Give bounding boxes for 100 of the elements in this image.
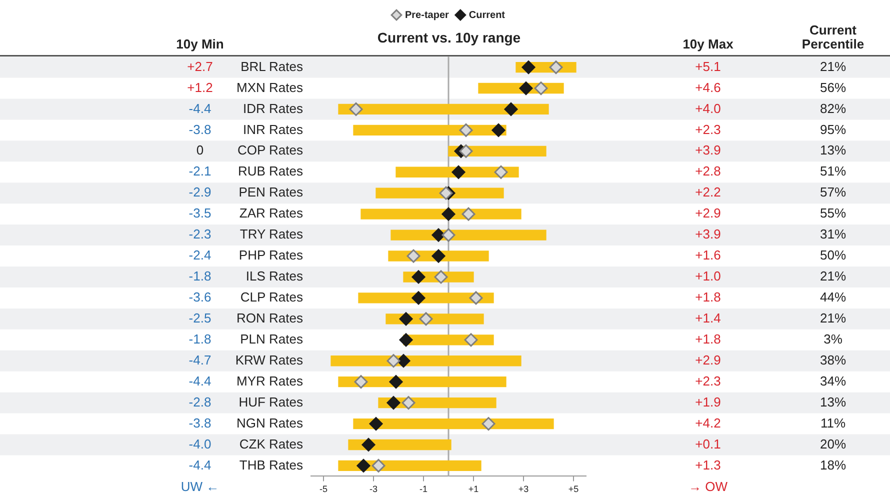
x-tick-label: +3	[518, 484, 529, 494]
text: → OW	[688, 478, 728, 494]
bar	[376, 188, 504, 198]
point	[402, 396, 416, 410]
y-tick-label: NGN Rates	[236, 415, 304, 430]
x-tick-label: -3	[369, 484, 378, 494]
point	[406, 249, 420, 263]
text: Current Percentile	[802, 22, 864, 52]
y-tick-label: CLP Rates	[240, 290, 304, 305]
bar	[330, 356, 522, 366]
y-tick-label: PEN Rates	[238, 184, 304, 200]
text: 57%	[820, 184, 846, 200]
text: 34%	[820, 373, 846, 388]
y-tick-label: MYR Rates	[236, 373, 304, 388]
point	[482, 417, 496, 431]
text: +4.2	[695, 415, 721, 430]
point	[459, 144, 473, 158]
y-tick-label: ZAR Rates	[239, 206, 304, 221]
text: -3.8	[188, 415, 212, 430]
legend-label: Current	[468, 10, 506, 21]
y-tick-label: THB Rates	[239, 457, 304, 472]
point	[459, 123, 473, 137]
point	[386, 354, 400, 368]
text: -2.3	[188, 226, 212, 242]
y-tick-label: HUF Rates	[238, 394, 304, 410]
point	[534, 82, 548, 96]
point	[442, 207, 456, 221]
text: -3.8	[188, 122, 212, 137]
point	[399, 333, 413, 347]
y-tick-label: PHP Rates	[238, 248, 304, 263]
text: 55%	[820, 206, 846, 221]
point	[452, 165, 466, 179]
text: -4.4	[188, 100, 212, 116]
text: 44%	[820, 290, 846, 305]
text: +2.7	[187, 58, 213, 74]
point	[349, 102, 363, 116]
y-tick-label: TRY Rates	[240, 226, 304, 242]
text: +0.1	[695, 436, 721, 452]
legend-label: Pre-taper	[404, 10, 450, 21]
text: +1.4	[695, 310, 721, 326]
y-tick-label: ILS Rates	[246, 268, 304, 284]
text: 31%	[820, 226, 846, 242]
text: 13%	[820, 394, 846, 410]
text: +2.8	[695, 164, 721, 179]
text: +2.2	[695, 184, 721, 200]
point	[462, 207, 476, 221]
point	[372, 458, 386, 472]
y-tick-label: INR Rates	[243, 122, 304, 137]
text: -3.6	[188, 290, 212, 305]
y-tick-label: IDR Rates	[243, 100, 304, 116]
text: 13%	[820, 142, 846, 158]
y-tick-label: MXN Rates	[236, 80, 304, 95]
y-tick-label: RUB Rates	[238, 164, 304, 179]
point	[442, 228, 456, 242]
text: +2.3	[695, 373, 721, 388]
text: +3.9	[695, 226, 721, 242]
text: -2.5	[188, 310, 212, 326]
point	[412, 270, 426, 284]
text: 21%	[820, 268, 846, 284]
bar	[353, 418, 554, 430]
point	[396, 354, 410, 368]
text: -4.4	[188, 373, 212, 388]
point	[354, 375, 368, 389]
x-tick-label: +5	[568, 484, 579, 494]
text: -4.0	[188, 436, 212, 452]
text: -2.8	[188, 394, 212, 410]
text: 3%	[824, 331, 843, 346]
point	[519, 82, 533, 96]
y-tick-label: KRW Rates	[235, 352, 304, 368]
y-tick-label: CZK Rates	[239, 436, 304, 452]
text: -4.4	[188, 457, 212, 472]
text: 95%	[820, 122, 846, 137]
text: 10y Max	[682, 36, 734, 52]
point	[439, 186, 453, 200]
text: +1.8	[695, 331, 721, 346]
point	[356, 458, 370, 472]
point	[369, 417, 383, 431]
text: -3.5	[188, 206, 212, 221]
point	[412, 291, 426, 305]
point	[492, 123, 506, 137]
bar	[348, 439, 452, 450]
point	[432, 228, 446, 242]
x-tick-label: -5	[319, 484, 328, 494]
text: +2.9	[695, 352, 721, 368]
point	[469, 291, 483, 305]
point	[464, 333, 478, 347]
point	[434, 270, 448, 284]
bar	[338, 104, 549, 115]
point	[362, 438, 376, 452]
text: 82%	[820, 100, 846, 116]
text: +1.0	[695, 268, 721, 284]
text: 21%	[820, 58, 846, 74]
text: +1.2	[187, 80, 213, 95]
text: -2.4	[188, 248, 212, 263]
chart-title: Current vs. 10y range	[377, 29, 521, 46]
text: +1.8	[695, 290, 721, 305]
text: +2.3	[695, 122, 721, 137]
point	[494, 165, 508, 179]
text: -1.8	[188, 331, 212, 346]
point	[549, 60, 563, 74]
